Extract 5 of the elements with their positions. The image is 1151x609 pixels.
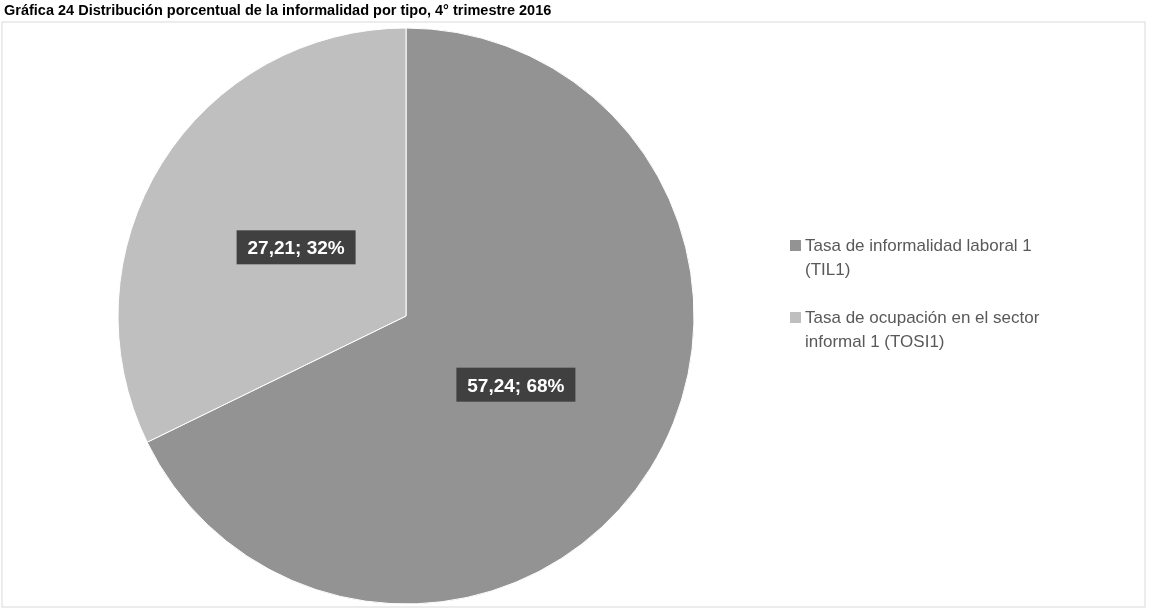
legend-label: Tasa de informalidad laboral 1 (TIL1) bbox=[805, 236, 1032, 279]
data-label: 57,24; 68% bbox=[467, 374, 565, 396]
legend-label: Tasa de ocupación en el sector informal 1 (TOSI1) bbox=[805, 308, 1040, 351]
chart-title: Gráfica 24 Distribución porcentual de la informalidad por tipo, 4° trimestre 2016 bbox=[4, 2, 552, 18]
data-label: 27,21; 32% bbox=[247, 237, 345, 259]
